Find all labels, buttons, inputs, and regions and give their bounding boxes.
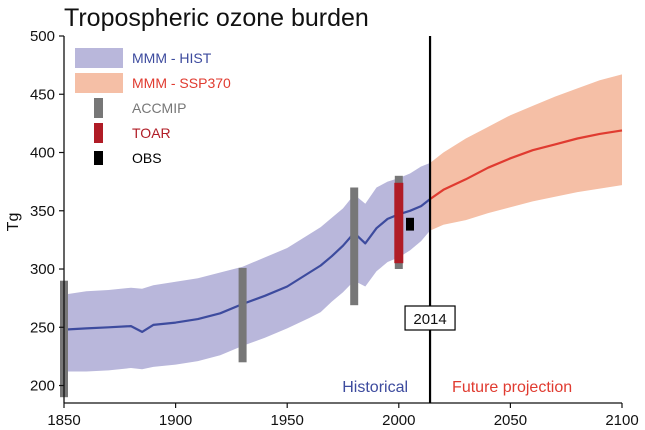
historical-annotation: Historical [342, 379, 408, 396]
y-tick-label: 300 [30, 261, 55, 278]
legend-label: TOAR [132, 125, 171, 141]
y-tick-label: 200 [30, 378, 55, 395]
mean-line-ssp370 [429, 129, 623, 201]
mean-line-hist [63, 198, 431, 333]
series-lines [63, 129, 623, 333]
vertical-marker: 2014 [404, 36, 456, 403]
x-tick-label: 2050 [494, 412, 527, 429]
y-tick-label: 400 [30, 145, 55, 162]
x-tick-label: 2100 [605, 412, 638, 429]
x-tick-label: 1900 [159, 412, 192, 429]
y-tick-label: 500 [30, 28, 55, 45]
axes: 200 250 300 350 400 450 500 1850 1900 1950 2000 205… [30, 28, 639, 429]
x-tick-label: 1850 [47, 412, 80, 429]
accmip-range-bar [350, 187, 359, 306]
year-2014-label: 2014 [413, 311, 446, 328]
y-axis-label: Tg [5, 213, 22, 232]
legend-swatch-bar [94, 123, 103, 143]
region-annotations: Historical Future projection [342, 379, 572, 396]
range-band-hist [64, 163, 430, 372]
chart-title: Tropospheric ozone burden [64, 4, 369, 32]
legend-swatch-band [75, 48, 123, 68]
accmip-range-bar [238, 267, 247, 363]
y-tick-label: 450 [30, 86, 55, 103]
legend-swatch-obs [94, 151, 103, 165]
x-tick-label: 2000 [382, 412, 415, 429]
y-tick-label: 350 [30, 203, 55, 220]
obs-range-bar [406, 217, 414, 231]
year-2014-box [404, 305, 456, 331]
legend-label: OBS [132, 150, 162, 166]
range-bands [64, 74, 622, 372]
y-tick-label: 250 [30, 319, 55, 336]
future-annotation: Future projection [452, 379, 572, 396]
legend: MMM - HIST MMM - SSP370 ACCMIP TOAR OBS [75, 48, 231, 166]
legend-label: MMM - HIST [132, 50, 212, 66]
legend-label: ACCMIP [132, 100, 186, 116]
legend-label: MMM - SSP370 [132, 75, 231, 91]
legend-swatch-band [75, 73, 123, 93]
toar-range-bar [394, 182, 404, 264]
x-tick-label: 1950 [271, 412, 304, 429]
legend-swatch-bar [94, 98, 103, 118]
